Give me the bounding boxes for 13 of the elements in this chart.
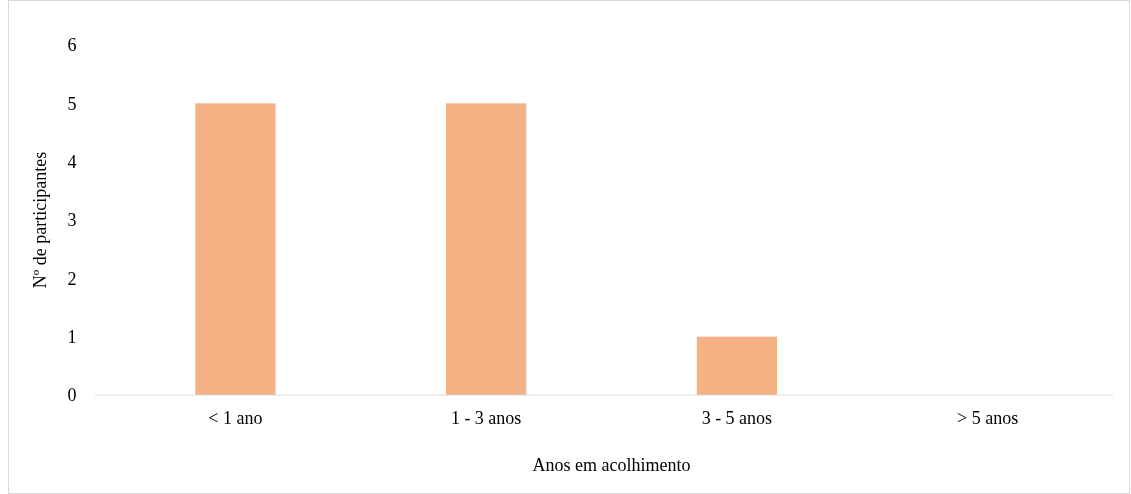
y-axis-title: Nº de participantes (30, 151, 51, 289)
x-tick-label: 3 - 5 anos (701, 408, 773, 428)
x-tick-label: > 5 anos (957, 408, 1019, 428)
y-tick-label: 0 (67, 385, 77, 406)
y-tick-label: 4 (67, 151, 77, 172)
y-tick-label: 6 (67, 35, 77, 56)
y-tick-label: 1 (67, 326, 77, 347)
x-tick-label: < 1 ano (208, 408, 263, 428)
x-axis-title: Anos em acolhimento (532, 455, 691, 475)
x-tick-label: 1 - 3 anos (450, 408, 522, 428)
y-tick-label: 2 (67, 268, 77, 289)
y-tick-label: 3 (67, 210, 77, 231)
y-tick-label: 5 (67, 93, 77, 114)
